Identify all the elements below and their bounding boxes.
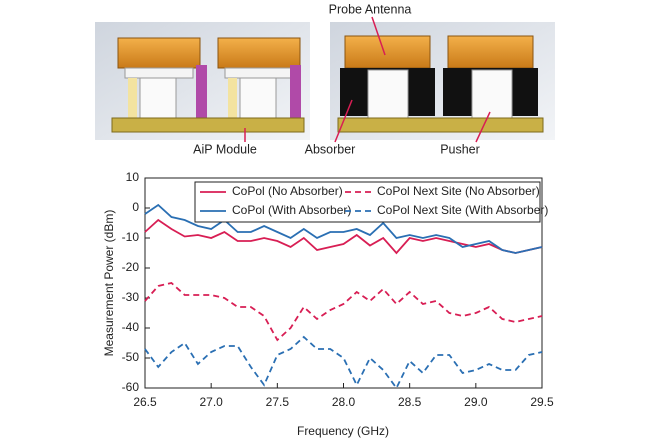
y-tick-label: -30 [122, 290, 140, 304]
x-tick-label: 28.0 [332, 395, 356, 409]
y-tick-label: -60 [122, 380, 140, 394]
module-top [217, 37, 301, 69]
y-tick-label: 10 [126, 170, 140, 184]
module-top [117, 37, 201, 69]
leader [334, 99, 353, 143]
legend-label: CoPol Next Site (With Absorber) [377, 203, 548, 217]
pusher [367, 69, 409, 121]
x-tick-label: 27.0 [199, 395, 223, 409]
y-tick-label: 0 [132, 200, 139, 214]
legend-label: CoPol Next Site (No Absorber) [377, 184, 540, 198]
x-tick-label: 29.0 [464, 395, 488, 409]
y-tick-label: -40 [122, 320, 140, 334]
series-line [144, 282, 543, 342]
module-body [139, 77, 177, 121]
annotation: Absorber [305, 142, 356, 156]
pillar [228, 78, 237, 118]
module-top [447, 35, 534, 69]
render-left [95, 22, 310, 142]
render-right [330, 16, 555, 143]
x-tick-label: 28.5 [398, 395, 422, 409]
series-line [144, 335, 543, 390]
y-tick-label: -20 [122, 260, 140, 274]
leader [371, 16, 386, 56]
y-tick-label: -50 [122, 350, 140, 364]
pillar [128, 78, 137, 118]
series-line [144, 218, 543, 255]
x-axis-label: Frequency (GHz) [297, 424, 389, 438]
legend-label: CoPol (No Absorber) [232, 184, 343, 198]
module-top [344, 35, 431, 69]
legend-label: CoPol (With Absorber) [232, 203, 351, 217]
pillar [196, 65, 207, 120]
module-body [239, 77, 277, 121]
series-line [144, 203, 543, 254]
y-tick-label: -10 [122, 230, 140, 244]
pillar [290, 65, 301, 120]
annotation: Probe Antenna [329, 2, 412, 16]
y-axis-label: Measurement Power (dBm) [102, 210, 116, 357]
x-tick-label: 29.5 [530, 395, 554, 409]
x-tick-label: 27.5 [266, 395, 290, 409]
base [111, 117, 305, 133]
annotation: Pusher [440, 142, 480, 156]
module-body [224, 67, 294, 79]
leader [475, 111, 491, 143]
base [337, 117, 544, 133]
module-body [124, 67, 194, 79]
pusher [471, 69, 513, 121]
legend-box [194, 181, 541, 223]
x-tick-label: 26.5 [133, 395, 157, 409]
annotation: AiP Module [193, 142, 257, 156]
